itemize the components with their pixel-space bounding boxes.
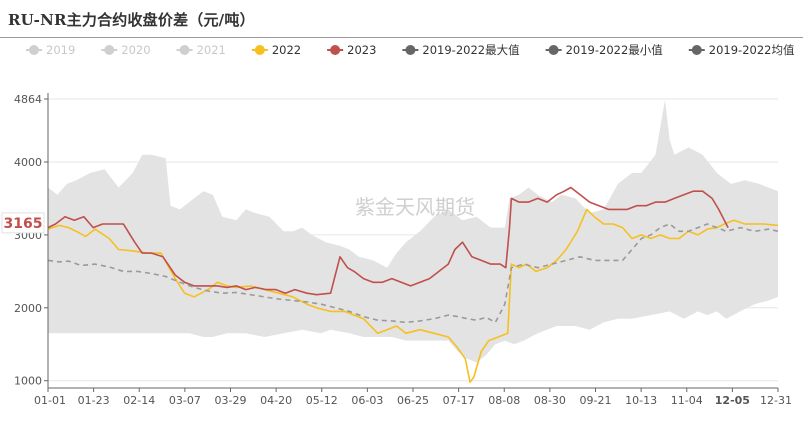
y-tick-label: 1000 <box>14 375 42 388</box>
legend-marker <box>330 45 341 55</box>
series-lines <box>47 186 779 384</box>
x-tick-label: 03-07 <box>169 394 201 407</box>
legend-marker <box>691 45 702 55</box>
legend-label: 2019-2022均值 <box>709 43 795 57</box>
watermark: 紫金天风期货 <box>355 195 475 219</box>
x-tick-label: 02-14 <box>123 394 155 407</box>
x-tick-label: 06-25 <box>397 394 429 407</box>
x-tick-label: 06-03 <box>351 394 383 407</box>
y-tick-label: 4000 <box>14 156 42 169</box>
x-tick-label: 10-13 <box>625 394 657 407</box>
legend-item-2019-2022最大值[interactable]: 2019-2022最大值 <box>402 43 520 57</box>
legend-label: 2019-2022最大值 <box>422 43 520 57</box>
x-tick-label: 08-08 <box>488 394 520 407</box>
x-tick-label: 01-23 <box>78 394 110 407</box>
legend-marker <box>405 45 416 55</box>
title-divider <box>0 37 803 38</box>
legend-label: 2019 <box>46 43 75 57</box>
legend-marker <box>548 45 559 55</box>
legend-label: 2019-2022最小值 <box>566 43 664 57</box>
current-value-label: 3165 <box>4 216 43 232</box>
x-tick-label: 01-01 <box>34 394 66 407</box>
legend-marker <box>29 45 39 55</box>
current-value-marker: 3165 <box>1 212 45 234</box>
x-tick-label: 04-20 <box>260 394 292 407</box>
x-tick-label: 11-04 <box>671 394 703 407</box>
series-line-2023 <box>47 186 729 296</box>
legend-item-2022[interactable]: 2022 <box>251 43 301 57</box>
legend-marker <box>254 45 265 55</box>
max-min-band <box>48 100 778 363</box>
x-tick-label: 05-12 <box>306 394 338 407</box>
legend-item-2019-2022最小值[interactable]: 2019-2022最小值 <box>545 43 664 57</box>
legend-item-2023[interactable]: 2023 <box>327 43 376 57</box>
legend-item-2021[interactable]: 2021 <box>176 43 226 57</box>
series-line-2022 <box>47 208 779 384</box>
y-tick-label: 2000 <box>14 302 42 315</box>
x-axis-ticks: 01-01 01-23 02-14 03-07 03-29 04-20 05-12 06-03… <box>34 388 792 407</box>
legend-marker <box>179 45 190 55</box>
x-tick-label: 08-30 <box>534 394 566 407</box>
legend-label: 2022 <box>272 43 301 57</box>
x-tick-label: 09-21 <box>580 394 612 407</box>
legend-item-2019-2022均值[interactable]: 2019-2022均值 <box>688 43 795 57</box>
x-tick-label: 03-29 <box>215 394 247 407</box>
current-value-box <box>1 212 45 234</box>
legend-marker <box>104 45 115 55</box>
y-tick-label: 4864 <box>14 93 42 106</box>
legend: 2019 2020 2021 2022 2023 2019-2022最大值 2019-202… <box>26 43 795 57</box>
legend-label: 2023 <box>347 43 376 57</box>
chart-title: RU-NR主力合约收盘价差（元/吨） <box>8 11 255 29</box>
legend-label: 2021 <box>197 43 226 57</box>
x-tick-label: 12-31 <box>760 394 792 407</box>
x-tick-label: 12-05 <box>715 394 750 407</box>
x-tick-label: 07-17 <box>443 394 475 407</box>
legend-label: 2020 <box>121 43 150 57</box>
legend-item-2020[interactable]: 2020 <box>101 43 151 57</box>
series-line-2019-2022均值 <box>47 223 779 324</box>
legend-item-2019[interactable]: 2019 <box>26 43 75 57</box>
